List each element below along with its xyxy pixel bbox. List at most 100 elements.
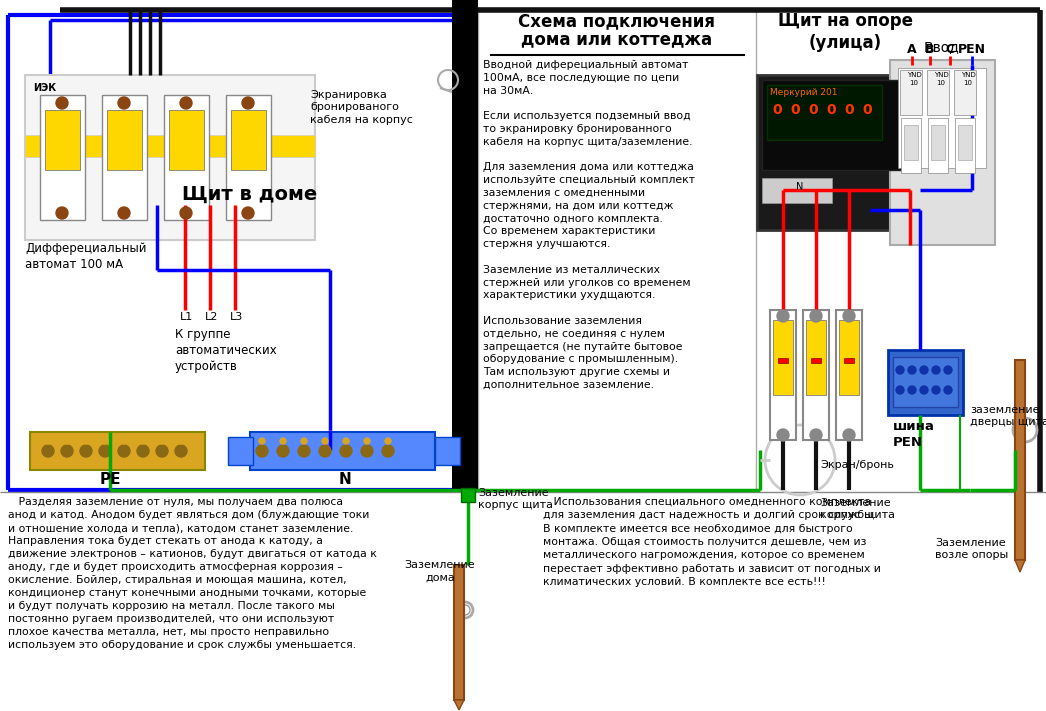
Circle shape: [932, 366, 940, 374]
Circle shape: [843, 310, 855, 322]
Bar: [461, 488, 475, 502]
Bar: [904, 125, 918, 160]
Bar: [452, 0, 478, 492]
Circle shape: [156, 445, 168, 457]
Circle shape: [118, 445, 130, 457]
Circle shape: [180, 97, 192, 109]
Text: 0: 0: [844, 103, 854, 117]
Text: A: A: [907, 43, 916, 56]
Circle shape: [908, 366, 916, 374]
Bar: [250, 432, 435, 470]
Circle shape: [382, 445, 394, 457]
Text: Меркурий 201: Меркурий 201: [770, 88, 838, 97]
Circle shape: [364, 438, 370, 444]
Circle shape: [340, 445, 353, 457]
Circle shape: [361, 445, 373, 457]
Bar: [900, 70, 922, 115]
Circle shape: [932, 386, 940, 394]
Circle shape: [301, 438, 306, 444]
Bar: [25, 135, 315, 157]
Text: PEN: PEN: [958, 43, 986, 56]
Bar: [803, 310, 829, 440]
Bar: [893, 357, 958, 407]
Circle shape: [121, 438, 127, 444]
Circle shape: [322, 438, 328, 444]
Circle shape: [920, 366, 928, 374]
Circle shape: [180, 207, 192, 219]
Text: шина
PEN: шина PEN: [893, 420, 935, 449]
Text: 0: 0: [862, 103, 871, 117]
Bar: [107, 110, 142, 170]
Text: Разделяя заземление от нуля, мы получаем два полюса
анод и катод. Анодом будет я: Разделяя заземление от нуля, мы получаем…: [8, 497, 377, 651]
Bar: [839, 320, 859, 395]
Bar: [767, 85, 882, 140]
Circle shape: [242, 97, 254, 109]
Text: Экран/бронь: Экран/бронь: [820, 460, 894, 470]
Text: Вводной дифeрeциальный автомат
100мА, все последующие по цепи
на 30мА.

Если исп: Вводной дифeрeциальный автомат 100мА, вс…: [483, 60, 696, 390]
Circle shape: [99, 445, 111, 457]
Text: Заземление
дома: Заземление дома: [405, 560, 475, 582]
Text: YND: YND: [934, 72, 949, 78]
Bar: [955, 118, 975, 173]
Circle shape: [56, 97, 68, 109]
Bar: [958, 125, 972, 160]
Circle shape: [159, 438, 165, 444]
Bar: [757, 75, 912, 230]
Bar: [901, 118, 920, 173]
Bar: [103, 95, 147, 220]
Bar: [226, 95, 271, 220]
Circle shape: [277, 445, 289, 457]
Bar: [773, 320, 793, 395]
Circle shape: [920, 386, 928, 394]
Circle shape: [810, 310, 822, 322]
Bar: [888, 350, 963, 415]
Bar: [927, 70, 949, 115]
Text: L2: L2: [205, 312, 219, 322]
Circle shape: [256, 445, 268, 457]
Circle shape: [103, 438, 108, 444]
Bar: [844, 358, 854, 363]
Circle shape: [118, 97, 130, 109]
Bar: [228, 437, 253, 465]
Text: Использования специального омедненного комплекта
для заземления даст надежность : Использования специального омедненного к…: [543, 497, 881, 587]
Circle shape: [118, 207, 130, 219]
Text: 10: 10: [909, 80, 918, 86]
Circle shape: [64, 438, 70, 444]
Polygon shape: [1015, 560, 1025, 572]
Text: К группе
автоматических
устройств: К группе автоматических устройств: [175, 328, 277, 373]
Text: 0: 0: [808, 103, 818, 117]
Text: C: C: [946, 43, 955, 56]
Bar: [770, 310, 796, 440]
Text: YND: YND: [961, 72, 976, 78]
Circle shape: [140, 438, 146, 444]
Text: Схема подключения: Схема подключения: [519, 12, 715, 30]
Circle shape: [298, 445, 310, 457]
Bar: [899, 68, 986, 168]
Circle shape: [42, 445, 54, 457]
Bar: [761, 80, 907, 170]
Circle shape: [843, 429, 855, 441]
Bar: [164, 95, 209, 220]
Text: 0: 0: [826, 103, 836, 117]
Text: 10: 10: [963, 80, 972, 86]
Bar: [778, 358, 788, 363]
Text: заземление
дверцы щита: заземление дверцы щита: [970, 405, 1046, 427]
Text: Заземление
корпус щита: Заземление корпус щита: [820, 498, 895, 520]
Circle shape: [896, 386, 904, 394]
Bar: [806, 320, 826, 395]
Bar: [928, 118, 948, 173]
Circle shape: [319, 445, 331, 457]
Text: YND: YND: [907, 72, 922, 78]
Bar: [30, 432, 205, 470]
Bar: [169, 110, 204, 170]
Circle shape: [943, 386, 952, 394]
Text: L1: L1: [180, 312, 194, 322]
Circle shape: [178, 438, 184, 444]
Circle shape: [79, 445, 92, 457]
Bar: [811, 358, 821, 363]
Bar: [954, 70, 976, 115]
Circle shape: [137, 445, 149, 457]
Bar: [1015, 360, 1025, 560]
Text: ИЭК: ИЭК: [33, 83, 56, 93]
Text: Заземление
возле опоры: Заземление возле опоры: [935, 538, 1008, 560]
